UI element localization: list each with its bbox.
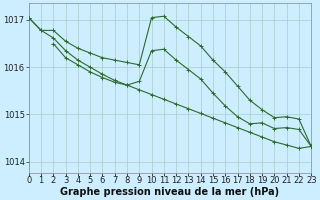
X-axis label: Graphe pression niveau de la mer (hPa): Graphe pression niveau de la mer (hPa) [60, 187, 280, 197]
